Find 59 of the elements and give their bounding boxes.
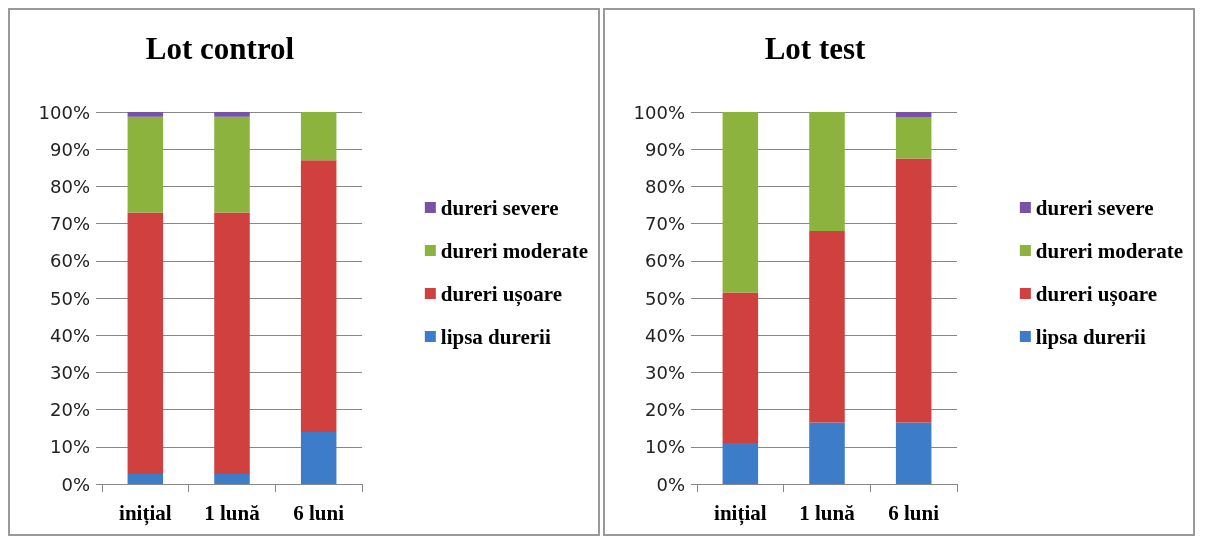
y-tick-label: 60% [644, 250, 685, 272]
legend-label: dureri ușoare [1035, 281, 1157, 307]
legend-label: lipsa durerii [1035, 324, 1146, 349]
legend-label: dureri moderate [440, 238, 588, 263]
bar [214, 112, 250, 117]
y-tick-label: 10% [644, 436, 685, 458]
y-tick-label: 50% [644, 287, 685, 309]
x-tick-label: 1 lună [799, 500, 856, 525]
bar [809, 231, 845, 423]
y-tick-label: 40% [644, 324, 685, 346]
bar [895, 158, 932, 423]
legend-label: dureri severe [1035, 195, 1154, 220]
bar [214, 212, 250, 474]
bar [809, 422, 845, 484]
chart-title: Lot test [764, 31, 867, 66]
y-tick-label: 80% [49, 175, 90, 197]
x-tick-label: 6 luni [293, 500, 345, 525]
bar [300, 431, 337, 484]
bar [127, 212, 164, 474]
y-tick-label: 100% [633, 101, 685, 123]
x-tick-label: 1 lună [204, 500, 261, 525]
y-tick-label: 50% [49, 287, 90, 309]
y-tick-label: 70% [49, 213, 90, 235]
bar [127, 473, 164, 484]
bar [809, 112, 845, 232]
y-tick-label: 20% [49, 399, 90, 421]
y-tick-label: 10% [49, 436, 90, 458]
chart-title: Lot control [145, 31, 295, 66]
bar [895, 112, 932, 118]
bar [722, 292, 759, 444]
y-tick-label: 30% [644, 361, 685, 383]
bar [127, 112, 164, 117]
y-tick-label: 90% [49, 138, 90, 160]
bar [895, 117, 932, 159]
legend-label: dureri moderate [1035, 238, 1183, 263]
bar [722, 443, 759, 484]
y-tick-label: 30% [49, 361, 90, 383]
legend-label: dureri severe [440, 195, 559, 220]
bar [300, 160, 337, 432]
y-tick-label: 90% [644, 138, 685, 160]
y-tick-label: 60% [49, 250, 90, 272]
y-tick-label: 0% [61, 473, 90, 495]
bar [722, 112, 759, 293]
bar [127, 116, 164, 213]
x-tick-label: inițial [119, 500, 172, 526]
y-tick-label: 40% [49, 324, 90, 346]
x-tick-label: 6 luni [888, 500, 940, 525]
legend-label: dureri ușoare [440, 281, 562, 307]
bar [214, 116, 250, 213]
y-tick-label: 80% [644, 175, 685, 197]
x-tick-label: inițial [714, 500, 767, 526]
bar [895, 422, 932, 484]
y-tick-label: 20% [644, 399, 685, 421]
y-tick-label: 100% [38, 101, 90, 123]
bar [214, 473, 250, 484]
y-tick-label: 70% [644, 213, 685, 235]
bar [300, 112, 337, 161]
legend-label: lipsa durerii [440, 324, 551, 349]
y-tick-label: 0% [656, 473, 685, 495]
